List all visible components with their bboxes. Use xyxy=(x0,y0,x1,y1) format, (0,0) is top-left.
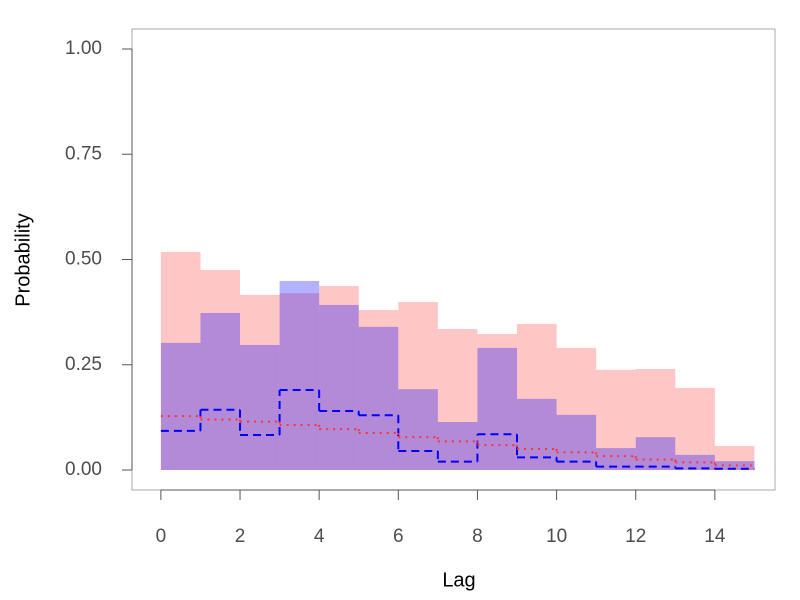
band-bar xyxy=(160,342,201,471)
band-bar xyxy=(319,304,359,471)
y-tick-label: 1.00 xyxy=(65,38,102,59)
y-tick-label: 0.75 xyxy=(65,143,102,164)
band-bar xyxy=(675,387,715,471)
band-bar xyxy=(675,454,715,471)
x-axis-label: Lag xyxy=(442,569,475,591)
x-tick-label: 2 xyxy=(235,526,246,547)
band-bar xyxy=(477,347,518,471)
band-bar xyxy=(358,326,399,471)
band-bar xyxy=(240,344,280,471)
band-bar xyxy=(635,368,676,471)
x-tick-label: 8 xyxy=(472,526,483,547)
band-bar xyxy=(437,422,478,471)
band-bar xyxy=(635,437,676,471)
band-bar xyxy=(200,270,241,471)
y-tick-label: 0.00 xyxy=(65,459,102,480)
band-bar xyxy=(160,251,201,471)
x-tick-label: 6 xyxy=(393,526,404,547)
band-bar xyxy=(596,369,636,471)
band-bar xyxy=(517,398,557,471)
band-bar xyxy=(714,461,755,471)
band-bar xyxy=(200,312,241,471)
y-axis-label: Probability xyxy=(12,213,34,306)
band-bar xyxy=(714,446,755,471)
y-tick-label: 0.50 xyxy=(65,249,102,270)
band-bar xyxy=(477,334,518,471)
x-tick-label: 10 xyxy=(546,526,567,547)
x-tick-label: 4 xyxy=(314,526,325,547)
y-tick-label: 0.25 xyxy=(65,354,102,375)
band-bar xyxy=(437,328,478,471)
x-tick-label: 14 xyxy=(704,526,726,547)
band-bar xyxy=(319,286,359,471)
band-bar xyxy=(358,310,399,471)
band-bar xyxy=(596,448,636,471)
x-tick-label: 0 xyxy=(156,526,167,547)
x-tick-label: 12 xyxy=(625,526,646,547)
band-bar xyxy=(240,294,280,471)
band-bar xyxy=(517,323,557,471)
band-bar xyxy=(279,293,320,471)
band-bar xyxy=(279,280,320,471)
band-bar xyxy=(556,347,597,471)
band-bar xyxy=(398,302,438,471)
band-bar xyxy=(398,389,438,471)
